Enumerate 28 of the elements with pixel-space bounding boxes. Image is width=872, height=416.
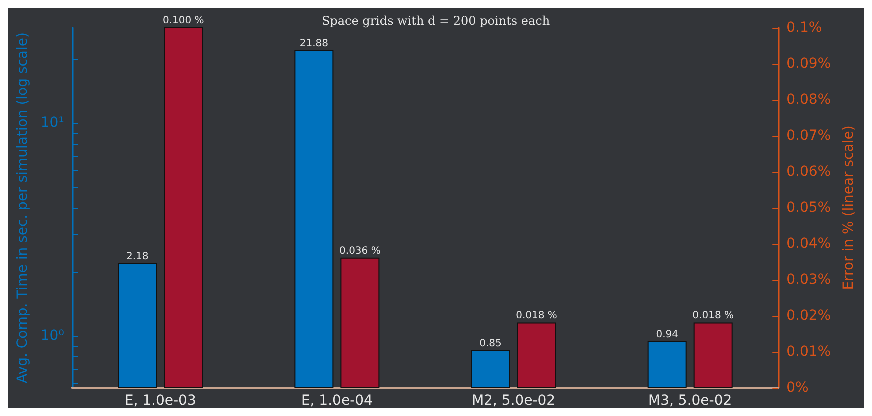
- y2-tick-label: 0.08%: [786, 92, 832, 108]
- y2-tick-label: 0.03%: [786, 272, 832, 288]
- x-tick-label: M2, 5.0e-02: [472, 393, 556, 409]
- y2-tick-label: 0.06%: [786, 164, 832, 180]
- y2-tick-label: 0.01%: [786, 344, 832, 360]
- x-tick-label: M3, 5.0e-02: [648, 393, 732, 409]
- y2-axis-title: Error in % (linear scale): [841, 126, 857, 290]
- data-label: 2.18: [126, 251, 149, 262]
- y2-tick-label: 0%: [786, 380, 809, 396]
- data-label: 0.018 %: [692, 310, 734, 322]
- y2-tick-label: 0.05%: [786, 200, 832, 216]
- data-label: 0.94: [656, 329, 678, 340]
- y2-tick-label: 0.07%: [786, 128, 832, 144]
- data-label: 0.018 %: [516, 310, 558, 322]
- y-tick-label: 10⁰: [40, 328, 65, 344]
- y2-tick-label: 0.09%: [786, 56, 832, 72]
- y2-tick-label: 0.02%: [786, 308, 832, 324]
- y-tick-label: 10¹: [40, 115, 64, 132]
- x-tick-label: E, 1.0e-03: [124, 393, 196, 409]
- data-label: 0.85: [480, 338, 502, 350]
- y-axis-title: Avg. Comp. Time in sec. per simulation (log scale): [15, 32, 31, 384]
- x-tick-label: E, 1.0e-04: [301, 393, 374, 409]
- y2-tick-label: 0.04%: [786, 236, 832, 252]
- data-label: 0.036 %: [340, 246, 381, 257]
- y2-tick-label: 0.1%: [786, 20, 822, 36]
- data-label: 0.100 %: [162, 16, 204, 26]
- data-label: 21.88: [300, 38, 329, 50]
- chart-title: Space grids with d = 200 points each: [322, 14, 550, 28]
